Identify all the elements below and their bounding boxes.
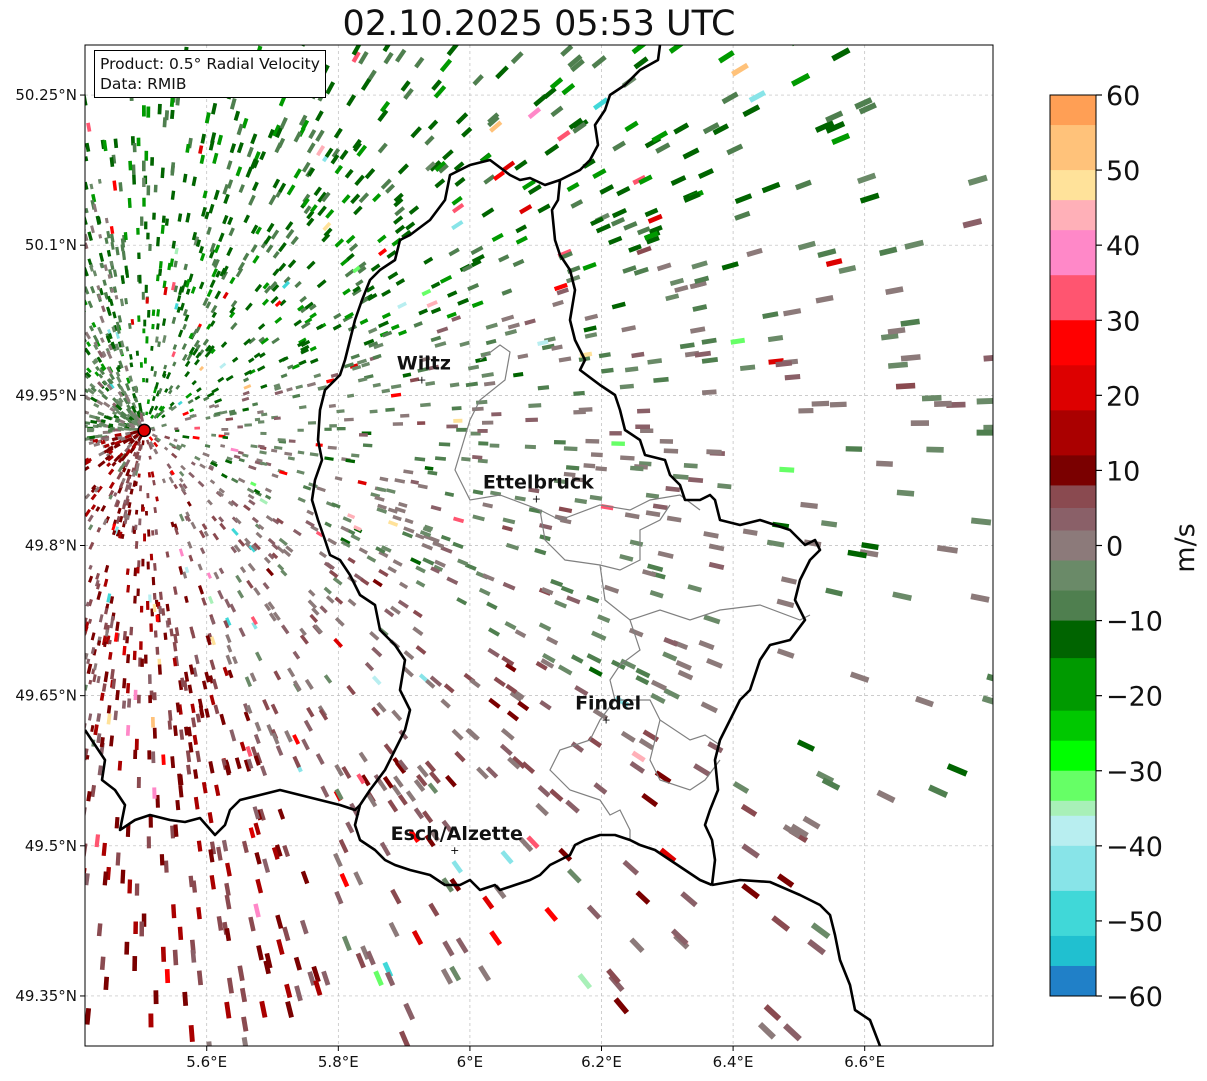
colorbar-tick-label: −30 (1106, 757, 1163, 788)
colorbar-band (1050, 95, 1096, 126)
city-label: Findel (575, 693, 641, 715)
colorbar-band (1050, 365, 1096, 411)
colorbar-band (1050, 200, 1096, 231)
product-label: Product: 0.5° Radial Velocity (100, 55, 320, 73)
city-label: Esch/Alzette (391, 823, 523, 845)
y-tick-label: 50.25°N (15, 86, 77, 104)
country-border (711, 878, 882, 1046)
canton-boundary (609, 619, 721, 746)
colorbar-tick-label: 20 (1106, 381, 1140, 412)
colorbar-band (1050, 770, 1096, 802)
colorbar-tick-label: −60 (1106, 982, 1163, 1013)
colorbar-tick-label: −50 (1106, 907, 1163, 938)
y-axis: 50.25°N 50.1°N 49.95°N 49.8°N 49.65°N 49.5°N 4… (15, 86, 85, 1005)
x-tick-label: 6°E (457, 1053, 484, 1071)
canton-boundary (454, 344, 701, 521)
canton-boundary (599, 564, 811, 621)
colorbar-tick-label: 50 (1106, 156, 1140, 187)
country-border (550, 45, 822, 886)
y-tick-label: 49.35°N (15, 987, 77, 1005)
colorbar-band (1050, 590, 1096, 622)
colorbar-unit-label: m/s (1170, 523, 1201, 572)
colorbar-tick-label: −20 (1106, 682, 1163, 713)
canton-boundary (649, 719, 721, 791)
colorbar-band (1050, 965, 1096, 997)
colorbar-band (1050, 710, 1096, 742)
x-tick-label: 6.6°E (844, 1053, 885, 1071)
city-marker-icon: + (601, 714, 610, 727)
colorbar-band (1050, 125, 1096, 171)
colorbar-band (1050, 275, 1096, 321)
x-tick-label: 6.2°E (581, 1053, 622, 1071)
x-axis: 5.6°E 5.8°E 6°E 6.2°E 6.4°E 6.6°E (186, 1046, 885, 1071)
colorbar-band (1050, 560, 1096, 592)
y-tick-label: 49.8°N (25, 537, 77, 555)
colorbar-band (1050, 815, 1096, 847)
colorbar-tick-label: −40 (1106, 832, 1163, 863)
map-title: 02.10.2025 05:53 UTC (342, 4, 736, 44)
colorbar-band (1050, 800, 1096, 817)
city-marker-icon: + (450, 844, 459, 857)
colorbar-band (1050, 320, 1096, 366)
y-tick-label: 49.95°N (15, 386, 77, 404)
y-tick-label: 49.65°N (15, 687, 77, 705)
radar-site-icon (137, 423, 151, 438)
city-label: Wiltz (397, 352, 451, 374)
colorbar-band (1050, 935, 1096, 967)
city-layer: +Wiltz+Ettelbruck+Findel+Esch/Alzette (391, 352, 641, 856)
colorbar-band (1050, 890, 1096, 937)
colorbar-band (1050, 740, 1096, 772)
colorbar-band (1050, 658, 1096, 712)
colorbar: 60 50 40 30 20 10 0 −10 −20 −30 −40 −50 −60 m/s (1049, 81, 1201, 1013)
x-tick-label: 5.6°E (186, 1053, 227, 1071)
city-marker-icon: + (532, 492, 541, 505)
info-box: Product: 0.5° Radial Velocity Data: RMIB (94, 50, 326, 98)
x-tick-label: 5.8°E (318, 1053, 359, 1071)
city-label: Ettelbruck (483, 471, 594, 493)
colorbar-band (1050, 230, 1096, 276)
colorbar-band (1050, 485, 1096, 509)
y-tick-label: 49.5°N (25, 837, 77, 855)
colorbar-band (1050, 170, 1096, 201)
canton-boundary (549, 699, 631, 840)
colorbar-tick-label: 40 (1106, 231, 1140, 262)
colorbar-band (1050, 455, 1096, 486)
velocity-field (85, 45, 993, 1046)
canton-boundary (539, 504, 671, 571)
map-background (85, 45, 993, 1046)
colorbar-tick-label: 30 (1106, 306, 1140, 337)
data-source-label: Data: RMIB (100, 75, 187, 93)
colorbar-band (1050, 410, 1096, 456)
colorbar-band (1050, 620, 1096, 659)
radar-site (137, 423, 151, 438)
colorbar-tick-label: 0 (1106, 532, 1123, 563)
city-marker-icon: + (417, 373, 426, 386)
colorbar-tick-label: 10 (1106, 456, 1140, 487)
colorbar-tick-label: 60 (1106, 81, 1140, 112)
country-border (85, 729, 361, 837)
boundaries (85, 45, 882, 1046)
colorbar-band (1050, 507, 1096, 531)
colorbar-tick-label: −10 (1106, 607, 1163, 638)
y-tick-label: 50.1°N (25, 236, 77, 254)
country-border (310, 158, 713, 892)
colorbar-band (1050, 845, 1096, 892)
x-tick-label: 6.4°E (713, 1053, 754, 1071)
colorbar-band (1050, 530, 1096, 562)
